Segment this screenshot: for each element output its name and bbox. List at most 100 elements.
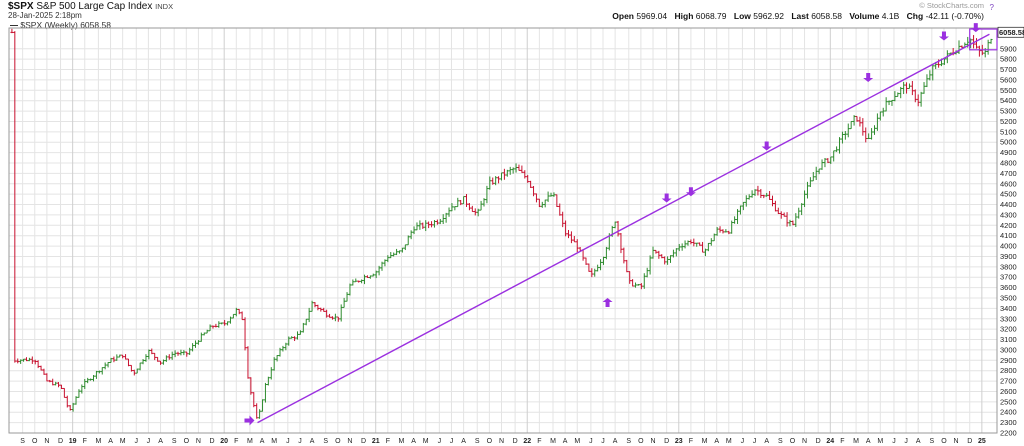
price-bar	[727, 230, 731, 235]
y-tick-label: 4600	[1000, 179, 1017, 188]
price-bar	[132, 369, 136, 376]
price-bar	[738, 205, 742, 215]
price-bar	[397, 250, 401, 254]
price-bar	[269, 367, 273, 380]
x-tick-label: A	[260, 438, 265, 445]
x-tick-label: 24	[826, 438, 834, 445]
price-bar	[68, 405, 72, 411]
x-tick-label: O	[790, 438, 796, 445]
price-bar	[97, 370, 101, 374]
price-bar	[747, 194, 751, 200]
x-tick-label: M	[120, 438, 126, 445]
price-bar	[931, 64, 935, 81]
x-tick-label: J	[135, 438, 139, 445]
price-bar	[476, 208, 480, 217]
price-bar	[919, 91, 923, 107]
x-tick-label: D	[513, 438, 518, 445]
price-bar	[686, 240, 690, 246]
x-tick-label: D	[210, 438, 215, 445]
price-bar	[191, 343, 195, 352]
price-bar	[613, 221, 617, 229]
price-bar	[701, 241, 705, 253]
price-bar	[295, 331, 299, 340]
price-bar	[587, 263, 591, 272]
x-tick-label: M	[702, 438, 708, 445]
price-bar	[907, 83, 911, 89]
price-bar	[287, 336, 291, 346]
price-bar	[383, 259, 387, 267]
price-bar	[502, 168, 506, 180]
price-bar	[639, 283, 643, 290]
y-tick-label: 2300	[1000, 418, 1017, 427]
price-bar	[220, 322, 224, 325]
price-bar	[164, 355, 168, 362]
price-bar	[800, 203, 804, 216]
price-bar	[858, 116, 862, 127]
price-bar	[794, 213, 798, 228]
price-bar	[875, 113, 879, 131]
price-bar	[403, 244, 407, 251]
y-tick-label: 2900	[1000, 356, 1017, 365]
y-tick-label: 5600	[1000, 75, 1017, 84]
price-bar	[628, 271, 632, 284]
x-tick-label: S	[626, 438, 631, 445]
x-tick-label: M	[95, 438, 101, 445]
price-bar	[170, 351, 174, 360]
price-bar	[161, 359, 165, 365]
x-tick-label: D	[58, 438, 63, 445]
price-bar	[231, 313, 235, 319]
price-bar	[427, 221, 431, 229]
x-tick-label: A	[916, 438, 921, 445]
chg-label: Chg	[906, 11, 924, 21]
x-tick-label: N	[347, 438, 352, 445]
annotation-arrow	[244, 415, 255, 426]
x-tick-label: 25	[978, 438, 986, 445]
price-bar	[497, 176, 501, 184]
chart-grid	[9, 28, 997, 434]
price-bar	[330, 316, 334, 320]
price-bar	[636, 284, 640, 286]
price-bar	[74, 396, 78, 405]
x-tick-label: A	[613, 438, 618, 445]
price-bar	[147, 349, 151, 360]
price-bar	[902, 81, 906, 95]
price-bar	[293, 336, 297, 342]
price-bar	[19, 359, 23, 364]
y-tick-label: 4200	[1000, 221, 1017, 230]
price-bar	[805, 181, 809, 199]
price-bar	[849, 120, 853, 130]
price-bar	[418, 220, 422, 230]
price-bar	[762, 194, 766, 199]
y-tick-label: 5000	[1000, 138, 1017, 147]
annotation-arrow	[661, 193, 672, 203]
price-bar	[736, 209, 740, 224]
price-bar	[616, 220, 620, 237]
price-bar	[604, 246, 608, 260]
open-label: Open	[612, 11, 635, 21]
price-bar	[33, 359, 37, 365]
price-bar	[925, 74, 929, 88]
price-bar	[864, 127, 868, 143]
price-bar	[290, 336, 294, 339]
y-tick-label: 4700	[1000, 169, 1017, 178]
price-bar	[706, 242, 710, 252]
price-bar	[153, 352, 157, 361]
price-bar	[479, 200, 483, 211]
price-bar	[692, 238, 696, 247]
price-bar	[689, 239, 693, 245]
price-bar	[558, 203, 562, 216]
y-tick-label: 3700	[1000, 273, 1017, 282]
price-bar	[182, 350, 186, 356]
y-tick-label: 4900	[1000, 148, 1017, 157]
y-tick-label: 3600	[1000, 283, 1017, 292]
x-tick-label: N	[499, 438, 504, 445]
price-bar	[770, 195, 774, 207]
price-bar	[307, 307, 311, 323]
price-bar	[785, 212, 789, 227]
price-bar	[377, 265, 381, 276]
price-bar	[957, 40, 961, 55]
annotation-arrow	[685, 187, 696, 197]
price-bar	[36, 360, 40, 369]
price-bar	[797, 207, 801, 219]
price-bar	[657, 250, 661, 259]
